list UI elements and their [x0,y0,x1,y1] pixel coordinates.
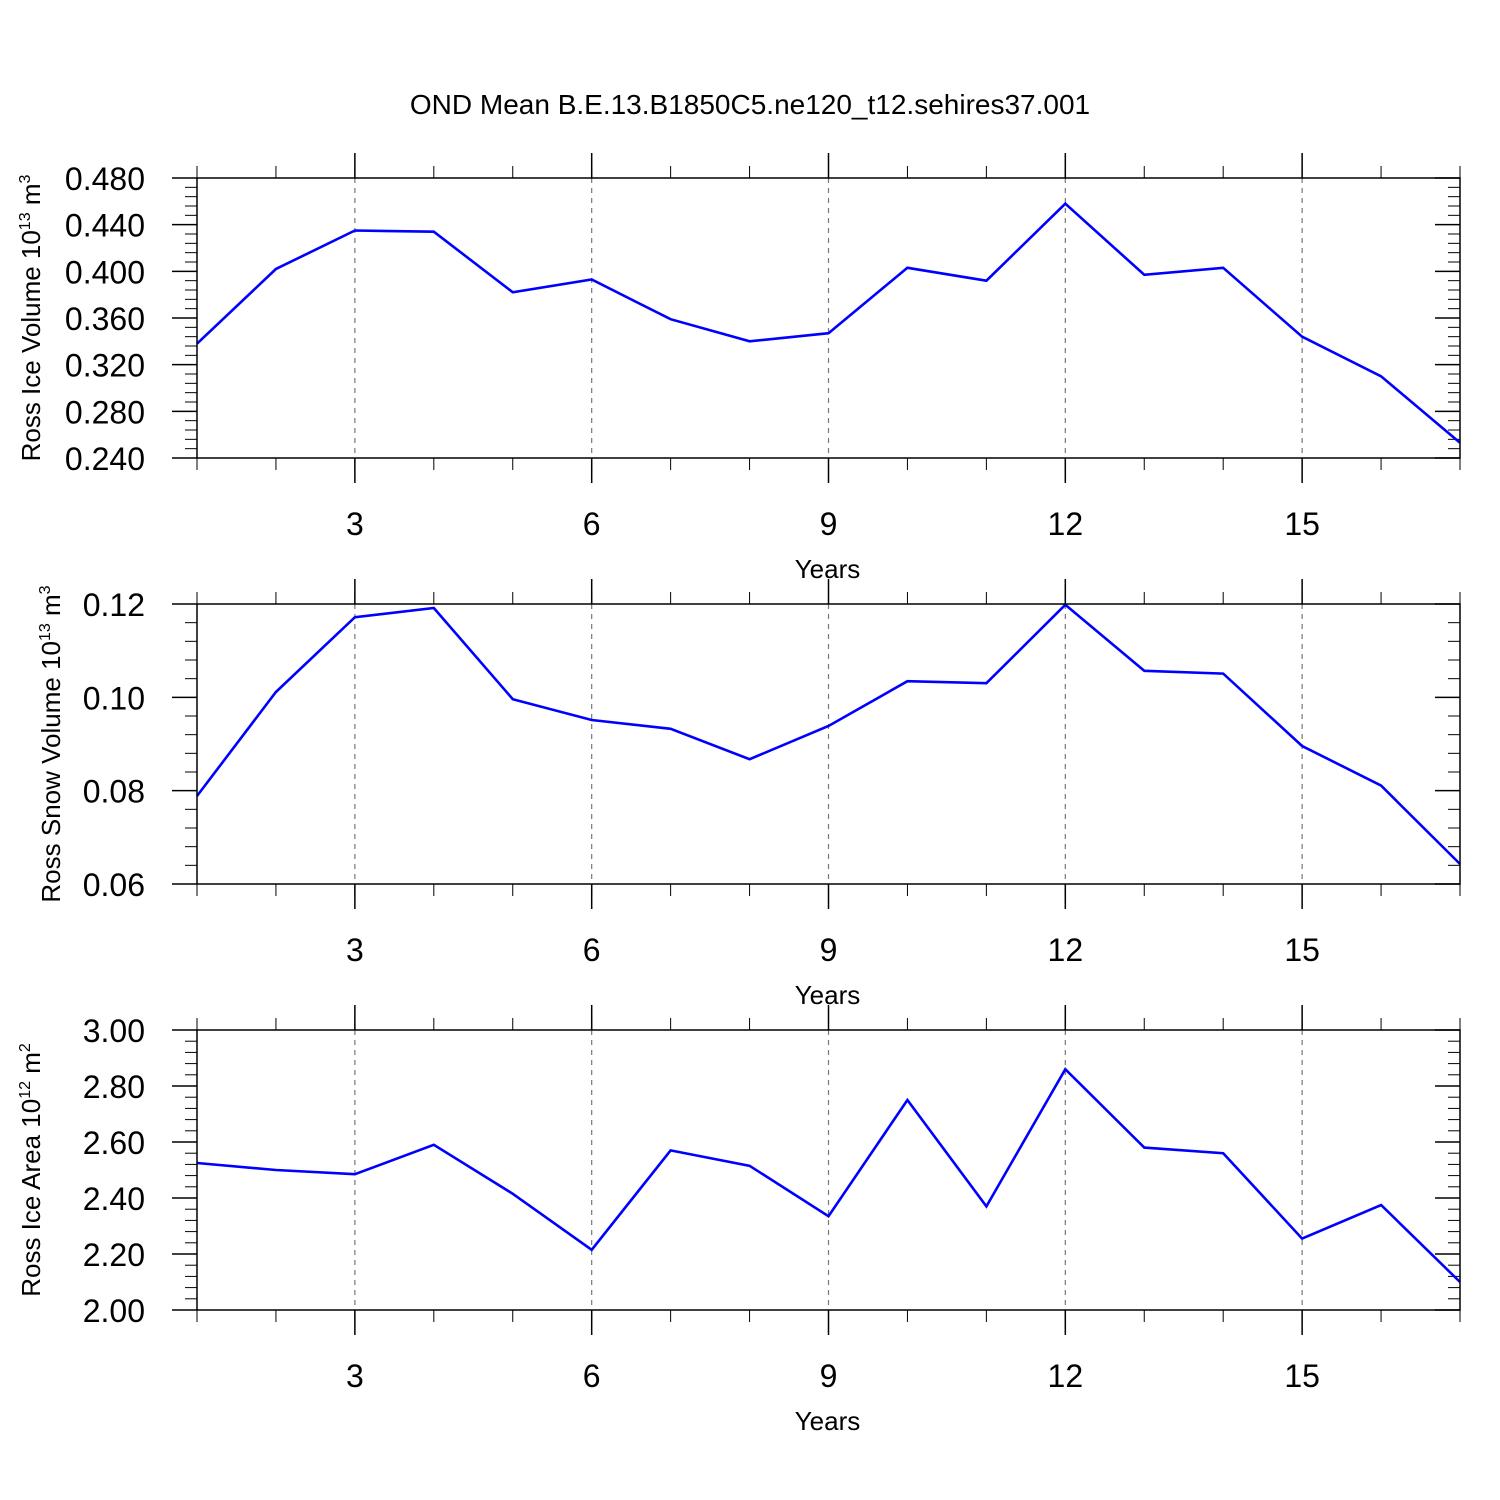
x-tick-label: 9 [820,506,838,542]
y-tick-label: 2.20 [83,1237,145,1273]
plot-frame [196,177,1461,459]
panel-1: 3 6 9 12 15 0.240 0.280 0.320 0.360 0.400 0.440 0.4… [16,153,1461,584]
y-axis-label: Ross Ice Volume 1013 m3 [16,174,46,461]
x-tick-label: 15 [1284,506,1320,542]
y-tick-label: 0.240 [65,441,145,477]
y-axis-label: Ross Ice Area 1012 m2 [16,1043,46,1297]
x-tick-label: 6 [583,506,601,542]
chart-title: OND Mean B.E.13.B1850C5.ne120_t12.sehire… [410,89,1090,120]
x-tick-label: 15 [1284,932,1320,968]
x-tick-label: 12 [1048,932,1084,968]
x-tick-label: 3 [346,1358,364,1394]
x-tick-label: 6 [583,1358,601,1394]
x-tick-label: 12 [1048,1358,1084,1394]
x-tick-label: 6 [583,932,601,968]
y-tick-label: 0.480 [65,161,145,197]
y-tick-label: 2.00 [83,1293,145,1329]
plot-frame [196,1029,1461,1311]
x-axis-label: Years [795,980,861,1010]
x-tick-label: 12 [1048,506,1084,542]
y-tick-label: 0.320 [65,348,145,384]
panel-3: 3 6 9 12 15 2.00 2.20 2.40 2.60 2.80 3.00 Years Ross… [16,1005,1461,1436]
x-tick-label: 9 [820,1358,838,1394]
y-tick-label: 0.360 [65,301,145,337]
y-tick-label: 3.00 [83,1013,145,1049]
panel-2: 3 6 9 12 15 0.06 0.08 0.10 0.12 Years Ross Snow Vo… [36,579,1461,1010]
y-tick-label: 0.400 [65,254,145,290]
plot-frame [196,603,1461,885]
y-tick-label: 0.12 [83,587,145,623]
x-tick-label: 3 [346,506,364,542]
y-tick-label: 2.60 [83,1125,145,1161]
x-tick-label: 15 [1284,1358,1320,1394]
y-tick-label: 0.10 [83,680,145,716]
y-tick-label: 0.440 [65,208,145,244]
y-tick-label: 0.08 [83,774,145,810]
x-axis-label: Years [795,554,861,584]
x-tick-label: 9 [820,932,838,968]
x-tick-label: 3 [346,932,364,968]
y-axis-label: Ross Snow Volume 1013 m3 [36,585,66,902]
panels: 3 6 9 12 15 0.240 0.280 0.320 0.360 0.400 0.440 0.4… [16,153,1461,1436]
y-tick-label: 2.40 [83,1181,145,1217]
y-tick-label: 0.06 [83,867,145,903]
x-axis-label: Years [795,1406,861,1436]
y-tick-label: 0.280 [65,394,145,430]
y-tick-label: 2.80 [83,1069,145,1105]
